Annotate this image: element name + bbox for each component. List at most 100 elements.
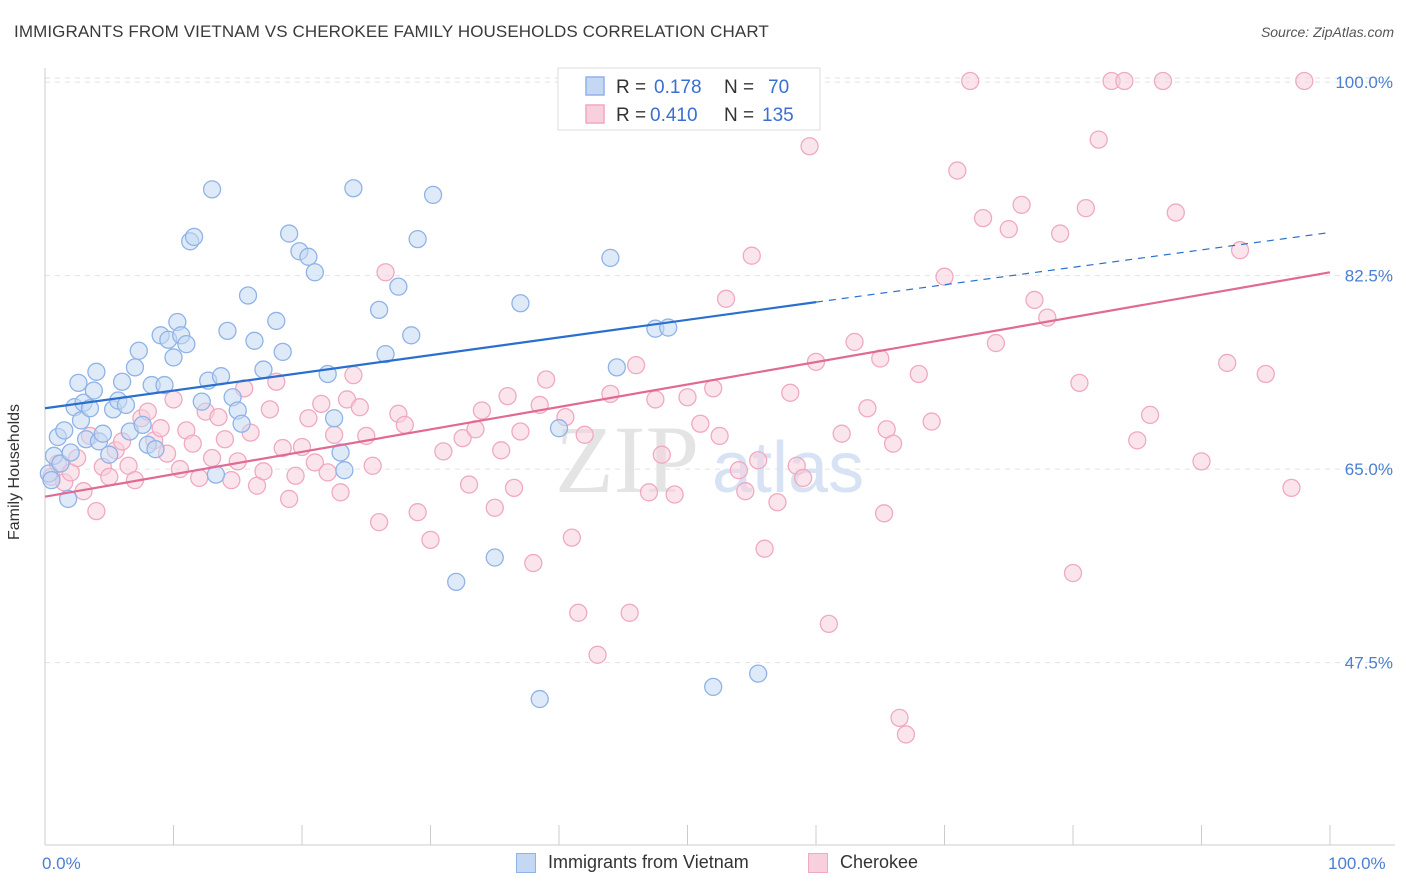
point-cherokee — [511, 422, 530, 441]
point-cherokee — [575, 425, 594, 444]
point-cherokee — [1025, 290, 1044, 310]
trend-line-vietnam — [44, 301, 817, 410]
point-cherokee — [260, 400, 280, 419]
point-cherokee — [279, 489, 299, 509]
point-cherokee — [1128, 431, 1147, 450]
point-vietnam — [87, 362, 106, 381]
point-cherokee — [1115, 71, 1134, 91]
point-cherokee — [1063, 563, 1083, 583]
point-vietnam — [192, 392, 211, 411]
point-cherokee — [1140, 405, 1160, 425]
point-cherokee — [742, 246, 761, 265]
point-vietnam — [42, 470, 61, 490]
legend-item-vietnam[interactable]: Immigrants from Vietnam — [516, 852, 749, 873]
point-cherokee — [890, 708, 909, 728]
point-cherokee — [755, 539, 774, 558]
point-cherokee — [350, 398, 369, 417]
trend-line-cherokee — [44, 271, 1331, 498]
y-tick-label: 47.5% — [1345, 654, 1393, 673]
point-cherokee — [434, 442, 453, 461]
point-cherokee — [883, 434, 903, 453]
point-cherokee — [87, 501, 106, 521]
legend-label-cherokee: Cherokee — [840, 852, 919, 872]
point-cherokee — [1089, 130, 1108, 149]
point-cherokee — [472, 401, 492, 420]
point-cherokee — [646, 390, 665, 409]
point-vietnam — [155, 375, 174, 395]
point-cherokee — [222, 470, 241, 490]
point-cherokee — [369, 513, 389, 532]
point-vietnam — [202, 180, 222, 199]
point-cherokee — [299, 409, 318, 428]
point-cherokee — [254, 462, 273, 481]
point-vietnam — [447, 572, 466, 592]
point-cherokee — [1295, 71, 1314, 91]
point-cherokee — [100, 467, 119, 486]
point-cherokee — [504, 478, 524, 498]
point-vietnam — [164, 348, 183, 367]
point-cherokee — [749, 451, 768, 470]
point-vietnam — [58, 489, 78, 509]
y-tick-labels: 47.5% 65.0% 82.5% 100.0% — [1335, 73, 1393, 672]
point-cherokee — [768, 493, 787, 512]
point-vietnam — [279, 224, 299, 243]
point-cherokee — [1153, 71, 1173, 91]
point-vietnam — [232, 414, 251, 433]
point-cherokee — [588, 645, 607, 664]
point-cherokee — [305, 453, 325, 472]
legend-item-cherokee[interactable]: Cherokee — [808, 852, 918, 873]
point-cherokee — [209, 407, 228, 427]
point-vietnam — [112, 372, 132, 391]
point-vietnam — [607, 358, 626, 377]
point-cherokee — [896, 725, 916, 744]
point-cherokee — [421, 530, 440, 549]
legend-label-vietnam: Immigrants from Vietnam — [548, 852, 749, 872]
point-cherokee — [691, 414, 710, 433]
point-cherokee — [1012, 195, 1031, 214]
point-cherokee — [704, 379, 723, 398]
chart-source: Source: ZipAtlas.com — [1260, 24, 1394, 40]
point-vietnam — [423, 185, 443, 205]
point-cherokee — [948, 161, 967, 180]
point-cherokee — [324, 425, 344, 444]
legend-r-label-cherokee: R = — [616, 105, 646, 126]
point-cherokee — [1076, 199, 1095, 218]
gridlines — [45, 77, 1395, 664]
point-cherokee — [1230, 241, 1250, 260]
point-vietnam — [55, 421, 74, 440]
point-cherokee — [639, 483, 659, 502]
point-vietnam — [129, 341, 148, 360]
point-cherokee — [376, 263, 395, 282]
point-vietnam — [69, 373, 88, 392]
point-vietnam — [369, 300, 389, 320]
point-vietnam — [254, 360, 273, 379]
point-vietnam — [184, 227, 204, 247]
point-cherokee — [710, 426, 729, 446]
point-vietnam — [408, 229, 427, 249]
point-cherokee — [1256, 364, 1275, 384]
point-vietnam — [335, 461, 354, 480]
point-cherokee — [1282, 478, 1301, 498]
point-cherokee — [569, 603, 588, 622]
point-cherokee — [395, 415, 414, 435]
point-vietnam — [704, 677, 723, 697]
point-vietnam — [238, 286, 258, 305]
x-tick-label-max: 100.0% — [1328, 854, 1386, 873]
point-cherokee — [922, 412, 941, 431]
point-cherokee — [716, 289, 736, 308]
point-vietnam — [389, 277, 408, 296]
point-cherokee — [620, 603, 639, 622]
point-cherokee — [151, 419, 170, 438]
point-cherokee — [1166, 203, 1185, 222]
point-cherokee — [986, 333, 1006, 353]
point-cherokee — [832, 424, 851, 443]
trend-lines — [44, 231, 1331, 498]
point-cherokee — [215, 430, 235, 449]
point-vietnam — [549, 419, 569, 438]
point-cherokee — [492, 441, 511, 460]
point-vietnam — [177, 334, 196, 354]
point-cherokee — [286, 466, 305, 485]
point-cherokee — [524, 553, 543, 573]
point-cherokee — [819, 614, 838, 634]
